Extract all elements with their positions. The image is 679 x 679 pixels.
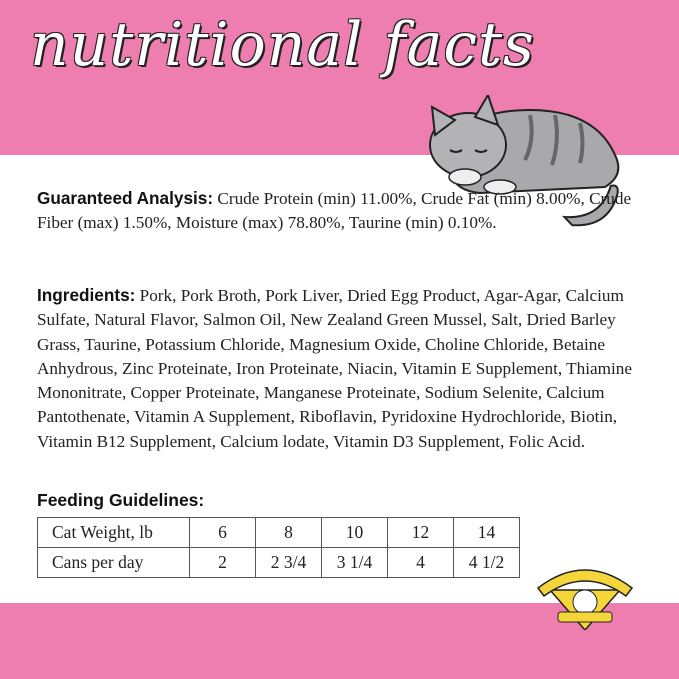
page-title: nutritional facts — [30, 10, 535, 80]
feeding-table: Cat Weight, lb 6 8 10 12 14 Cans per day… — [37, 517, 520, 578]
table-cell: Cans per day — [37, 547, 190, 578]
table-cell: 4 1/2 — [453, 547, 520, 578]
ingredients-text: Pork, Pork Broth, Pork Liver, Dried Egg … — [37, 286, 632, 451]
table-row: Cat Weight, lb 6 8 10 12 14 — [37, 517, 520, 548]
guaranteed-analysis-text: Crude Protein (min) 11.00%, Crude Fat (m… — [37, 189, 632, 233]
ingredients: Ingredients: Pork, Pork Broth, Pork Live… — [37, 283, 649, 454]
table-row: Cans per day 2 2 3/4 3 1/4 4 4 1/2 — [37, 547, 520, 578]
table-cell: 2 — [189, 547, 256, 578]
table-cell: 3 1/4 — [321, 547, 388, 578]
table-cell: 4 — [387, 547, 454, 578]
table-cell: 6 — [189, 517, 256, 548]
table-cell: 12 — [387, 517, 454, 548]
table-cell: 14 — [453, 517, 520, 548]
table-cell: Cat Weight, lb — [37, 517, 190, 548]
ingredients-label: Ingredients: — [37, 285, 136, 305]
feeding-guidelines-heading: Feeding Guidelines: — [37, 490, 205, 510]
table-cell: 10 — [321, 517, 388, 548]
guaranteed-analysis-label: Guaranteed Analysis: — [37, 188, 214, 208]
table-cell: 8 — [255, 517, 322, 548]
dr-elseys-logo — [536, 569, 634, 630]
guaranteed-analysis: Guaranteed Analysis: Crude Protein (min)… — [37, 186, 649, 236]
table-cell: 2 3/4 — [255, 547, 322, 578]
sleeping-cat-illustration — [429, 95, 620, 227]
